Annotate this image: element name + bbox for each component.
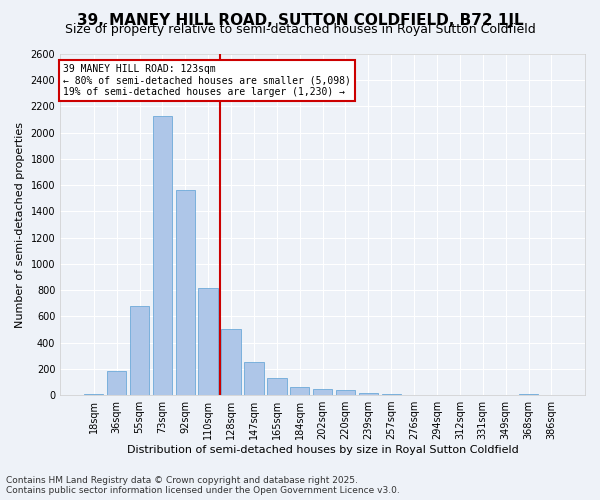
Bar — [382, 394, 401, 395]
Bar — [221, 330, 241, 395]
Bar — [290, 387, 310, 395]
Y-axis label: Number of semi-detached properties: Number of semi-detached properties — [15, 122, 25, 328]
Text: 39, MANEY HILL ROAD, SUTTON COLDFIELD, B72 1JL: 39, MANEY HILL ROAD, SUTTON COLDFIELD, B… — [77, 12, 523, 28]
Bar — [84, 394, 103, 395]
Text: 39 MANEY HILL ROAD: 123sqm
← 80% of semi-detached houses are smaller (5,098)
19%: 39 MANEY HILL ROAD: 123sqm ← 80% of semi… — [63, 64, 350, 98]
Text: Contains HM Land Registry data © Crown copyright and database right 2025.
Contai: Contains HM Land Registry data © Crown c… — [6, 476, 400, 495]
Bar — [313, 389, 332, 395]
Bar — [519, 394, 538, 395]
Bar — [336, 390, 355, 395]
Bar — [152, 116, 172, 395]
Bar — [359, 393, 378, 395]
X-axis label: Distribution of semi-detached houses by size in Royal Sutton Coldfield: Distribution of semi-detached houses by … — [127, 445, 518, 455]
Text: Size of property relative to semi-detached houses in Royal Sutton Coldfield: Size of property relative to semi-detach… — [65, 22, 535, 36]
Bar — [130, 306, 149, 395]
Bar — [176, 190, 195, 395]
Bar — [244, 362, 263, 395]
Bar — [199, 288, 218, 395]
Bar — [107, 372, 127, 395]
Bar — [267, 378, 287, 395]
